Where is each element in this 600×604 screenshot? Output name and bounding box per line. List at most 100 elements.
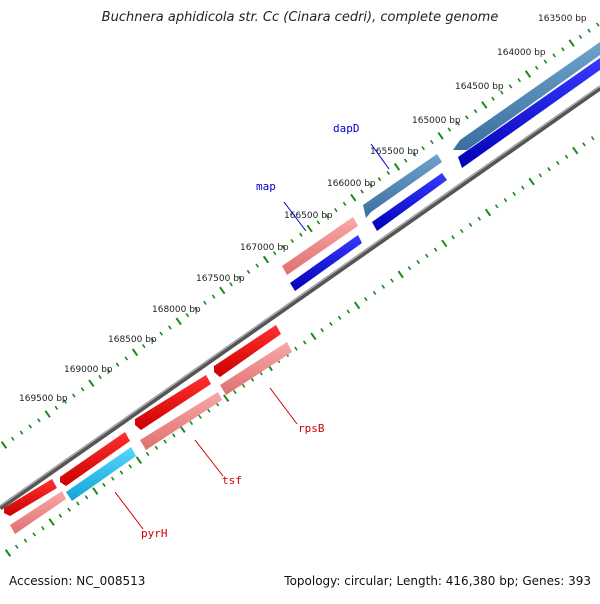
scale-tick (246, 269, 251, 274)
scale-label: 166000 bp (327, 179, 376, 189)
gene-reverse-2[interactable] (135, 375, 211, 430)
scale-tick (294, 346, 298, 351)
scale-tick (302, 340, 307, 345)
scale-tick (572, 146, 579, 155)
scale-tick (41, 526, 45, 531)
scale-tick (561, 47, 565, 52)
scale-tick (538, 173, 543, 178)
gene-label-rpsB[interactable]: rpsB (298, 422, 325, 435)
scale-tick (353, 301, 361, 310)
gene-forward-4[interactable] (372, 173, 447, 231)
scale-tick (325, 214, 329, 219)
scale-tick (141, 343, 146, 349)
scale-tick (334, 207, 338, 213)
scale-tick (88, 379, 95, 388)
scale-tick (76, 501, 80, 506)
scale-tick (393, 162, 401, 171)
page-title: Buchnera aphidicola str. Cc (Cinara cedr… (101, 10, 499, 25)
gene-rpsB[interactable] (220, 342, 292, 395)
scale-tick (543, 59, 548, 64)
scale-tick (425, 253, 429, 258)
scale-tick (468, 222, 473, 227)
scale-tick (194, 306, 198, 312)
scale-tick (10, 436, 15, 441)
scale-tick (368, 183, 373, 188)
scale-tick (145, 451, 150, 457)
scale-tick (67, 507, 71, 512)
scale-tick (451, 235, 455, 240)
scale-tick (441, 239, 448, 248)
scale-tick (23, 538, 28, 543)
gene-forward-3[interactable] (458, 58, 600, 168)
gene-map-forward[interactable] (282, 217, 358, 275)
scale-label: 165000 bp (412, 116, 461, 126)
scale-tick (219, 286, 226, 295)
gene-reverse-4[interactable] (4, 479, 57, 516)
gene-leader-lines (114, 143, 390, 530)
gene-pyrH[interactable] (66, 447, 136, 501)
gene-reverse-1[interactable] (214, 325, 281, 377)
scale-tick (421, 146, 425, 151)
gene-label-pyrH[interactable]: pyrH (141, 527, 168, 540)
scale-tick (491, 96, 495, 101)
scale-dotted-track-outer (0, 22, 600, 449)
scale-tick (250, 377, 255, 382)
scale-tick (499, 90, 504, 95)
scale-tick (329, 321, 333, 327)
scale-tick (237, 275, 242, 281)
scale-tick (272, 251, 277, 256)
scale-label: 166500 bp (284, 211, 333, 221)
forward-strand-genes (282, 42, 600, 291)
scale-label: 164000 bp (497, 48, 546, 58)
gene-label-map[interactable]: map (256, 180, 276, 193)
scale-label: 163500 bp (538, 14, 587, 24)
scale-tick (320, 328, 324, 333)
scale-tick (262, 255, 270, 264)
scale-tick (255, 263, 260, 268)
scale-tick (484, 208, 492, 217)
scale-tick (447, 127, 452, 132)
scale-tick (28, 424, 33, 429)
scale-label: 168500 bp (108, 335, 157, 345)
scale-tick (98, 374, 102, 380)
scale-tick (159, 331, 163, 336)
scale-tick (346, 309, 351, 314)
scale-tick (596, 22, 600, 27)
scale-tick (360, 189, 364, 194)
gene-reverse-3[interactable] (60, 432, 130, 486)
scale-tick (185, 313, 190, 318)
scale-tick (0, 441, 8, 449)
gene-forward-5[interactable] (290, 235, 362, 291)
scale-tick (63, 399, 67, 404)
reverse-strand-genes (4, 325, 292, 534)
scale-tick (131, 348, 139, 357)
scale-tick (350, 193, 357, 202)
scale-label: 169000 bp (64, 365, 113, 375)
scale-tick (363, 297, 368, 302)
scale-tick (223, 394, 230, 403)
scale-tick (299, 232, 303, 237)
scale-tick (342, 201, 347, 206)
gene-forward-1[interactable] (453, 42, 600, 150)
scale-tick (306, 224, 313, 233)
scale-tick (198, 414, 202, 419)
scale-tick (19, 430, 24, 435)
gene-reverse-5[interactable] (10, 491, 66, 534)
scale-tick (503, 198, 508, 203)
gene-forward-2[interactable] (363, 154, 442, 218)
scale-tick (412, 152, 417, 157)
scale-tick (508, 84, 513, 89)
scale-tick (459, 228, 464, 234)
scale-tick (587, 28, 591, 33)
gene-label-dapD[interactable]: dapD (333, 122, 360, 135)
scale-tick (372, 290, 377, 296)
scale-label: 169500 bp (19, 394, 68, 404)
scale-tick (229, 282, 233, 287)
scale-label: 168000 bp (152, 305, 201, 315)
scale-tick (211, 294, 216, 299)
scale-tick (524, 70, 532, 78)
scale-tick (437, 131, 444, 140)
gene-tsf[interactable] (140, 392, 222, 450)
gene-label-tsf[interactable]: tsf (222, 474, 242, 487)
